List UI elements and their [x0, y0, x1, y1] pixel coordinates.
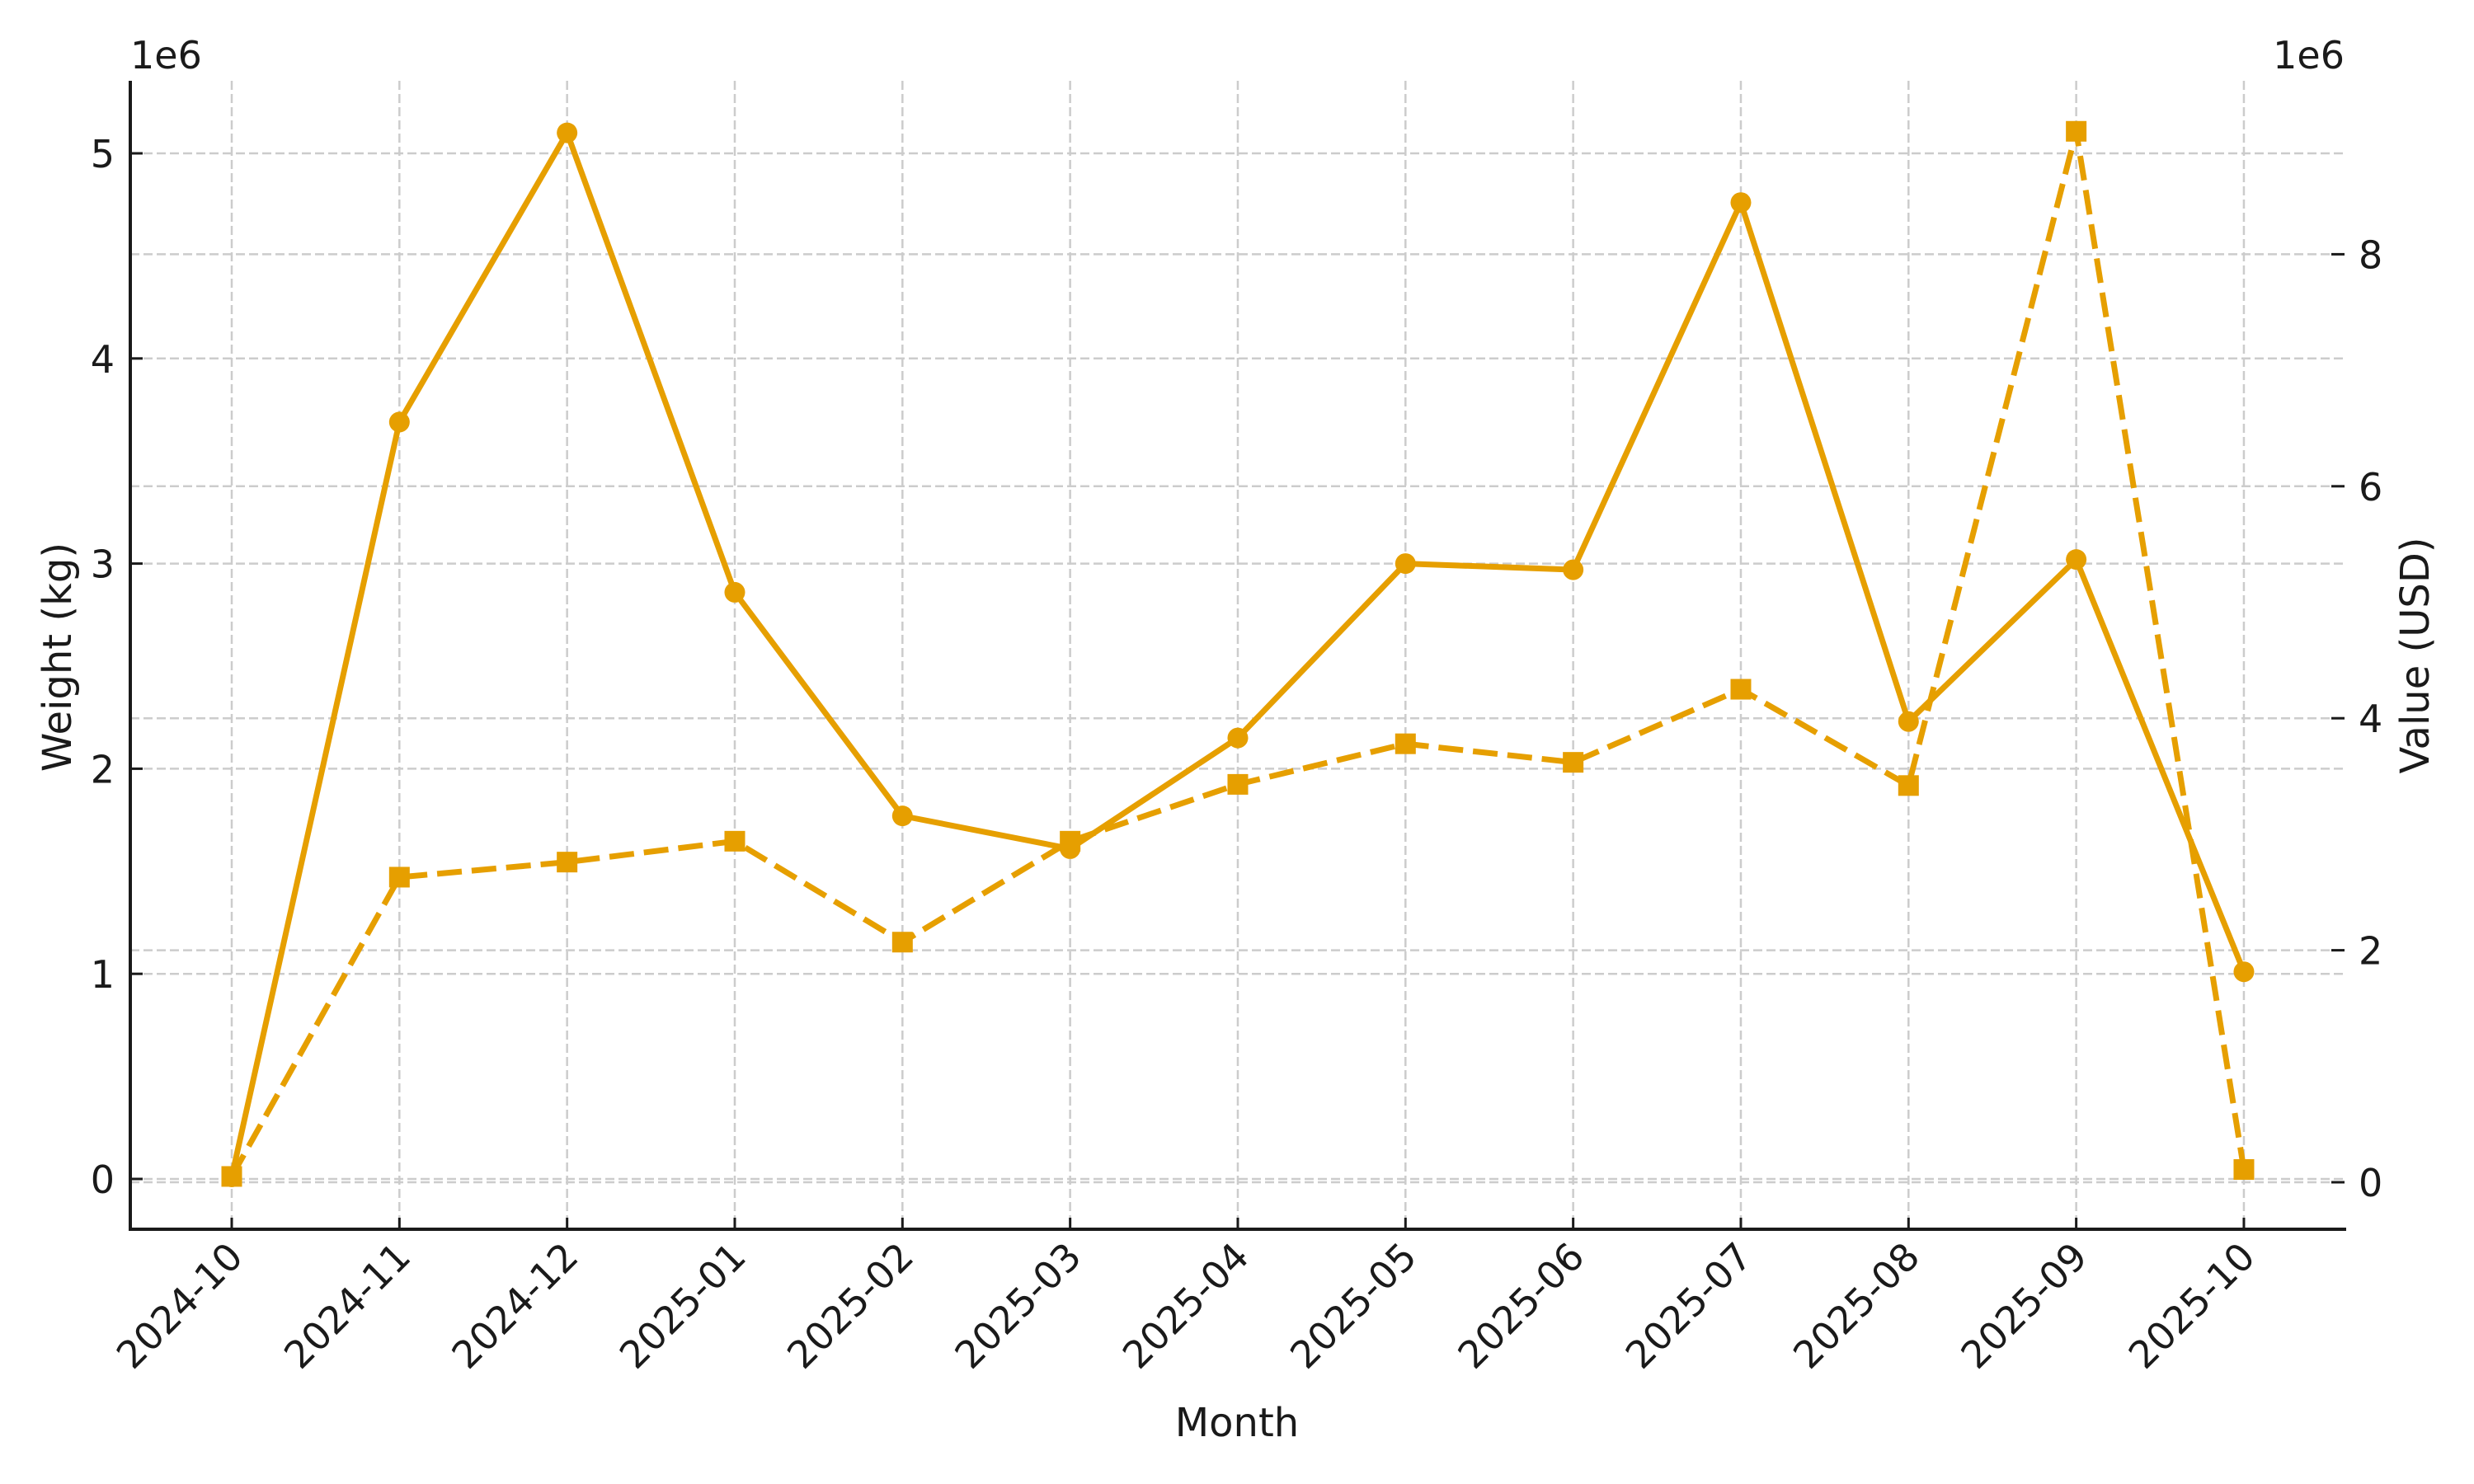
square-marker-icon: [891, 932, 913, 953]
x-tick-label: 2025-05: [1282, 1234, 1425, 1378]
x-tick-label: 2024-11: [275, 1234, 419, 1378]
x-tick-label: 2024-10: [108, 1234, 252, 1378]
x-tick-label: 2025-01: [611, 1234, 755, 1378]
left-tick-label: 3: [91, 542, 115, 587]
x-tick-label: 2025-04: [1114, 1234, 1258, 1378]
circle-marker-icon: [1898, 711, 1919, 732]
square-marker-icon: [2233, 1159, 2255, 1181]
right-tick-label: 4: [2359, 697, 2382, 741]
x-tick-label: 2025-08: [1785, 1234, 1928, 1378]
right-axis-ticks: 0 2 4 6 8: [2331, 232, 2382, 1205]
circle-marker-icon: [724, 581, 745, 603]
x-tick-label: 2025-10: [2120, 1234, 2264, 1378]
value-series: [221, 120, 2255, 1187]
left-tick-label: 0: [91, 1158, 115, 1202]
x-tick-label: 2025-07: [1617, 1234, 1761, 1378]
left-tick-label: 1: [91, 952, 115, 997]
right-tick-label: 8: [2359, 232, 2382, 277]
square-marker-icon: [1227, 773, 1249, 795]
x-tick-label: 2025-06: [1449, 1234, 1592, 1378]
square-marker-icon: [557, 852, 578, 873]
x-tick-label: 2025-02: [778, 1234, 922, 1378]
x-axis-ticks: 2024-10 2024-11 2024-12 2025-01 2025-02 2025-…: [108, 1218, 2264, 1378]
x-axis-title: Month: [1175, 1400, 1299, 1446]
square-marker-icon: [1730, 679, 1752, 700]
circle-marker-icon: [891, 805, 913, 827]
x-tick-label: 2025-03: [946, 1234, 1089, 1378]
square-marker-icon: [1563, 752, 1584, 773]
circle-marker-icon: [1227, 727, 1249, 749]
right-tick-label: 0: [2359, 1161, 2382, 1205]
square-marker-icon: [2066, 120, 2087, 142]
left-axis-title: Weight (kg): [35, 542, 81, 772]
circle-marker-icon: [388, 411, 410, 433]
right-axis-title: Value (USD): [2392, 537, 2439, 773]
circle-marker-icon: [2233, 961, 2255, 983]
vertical-gridlines: [230, 81, 2246, 1229]
square-marker-icon: [388, 866, 410, 888]
x-tick-label: 2025-09: [1952, 1234, 2095, 1378]
circle-marker-icon: [1730, 192, 1752, 214]
left-tick-label: 4: [91, 337, 115, 382]
square-marker-icon: [1898, 775, 1919, 796]
right-tick-label: 2: [2359, 929, 2382, 974]
square-marker-icon: [221, 1166, 242, 1187]
left-tick-label: 5: [91, 132, 115, 176]
x-tick-label: 2024-12: [443, 1234, 586, 1378]
right-offset-label: 1e6: [2273, 33, 2345, 77]
circle-marker-icon: [1563, 559, 1584, 580]
right-tick-label: 6: [2359, 465, 2382, 510]
circle-marker-icon: [2066, 549, 2087, 571]
square-marker-icon: [1395, 733, 1416, 754]
circle-marker-icon: [1395, 553, 1416, 575]
circle-marker-icon: [557, 122, 578, 143]
left-tick-label: 2: [91, 747, 115, 791]
square-marker-icon: [1060, 830, 1081, 852]
left-offset-label: 1e6: [130, 33, 202, 77]
square-marker-icon: [724, 830, 745, 852]
left-axis-ticks: 0 1 2 3 4 5: [91, 132, 143, 1202]
